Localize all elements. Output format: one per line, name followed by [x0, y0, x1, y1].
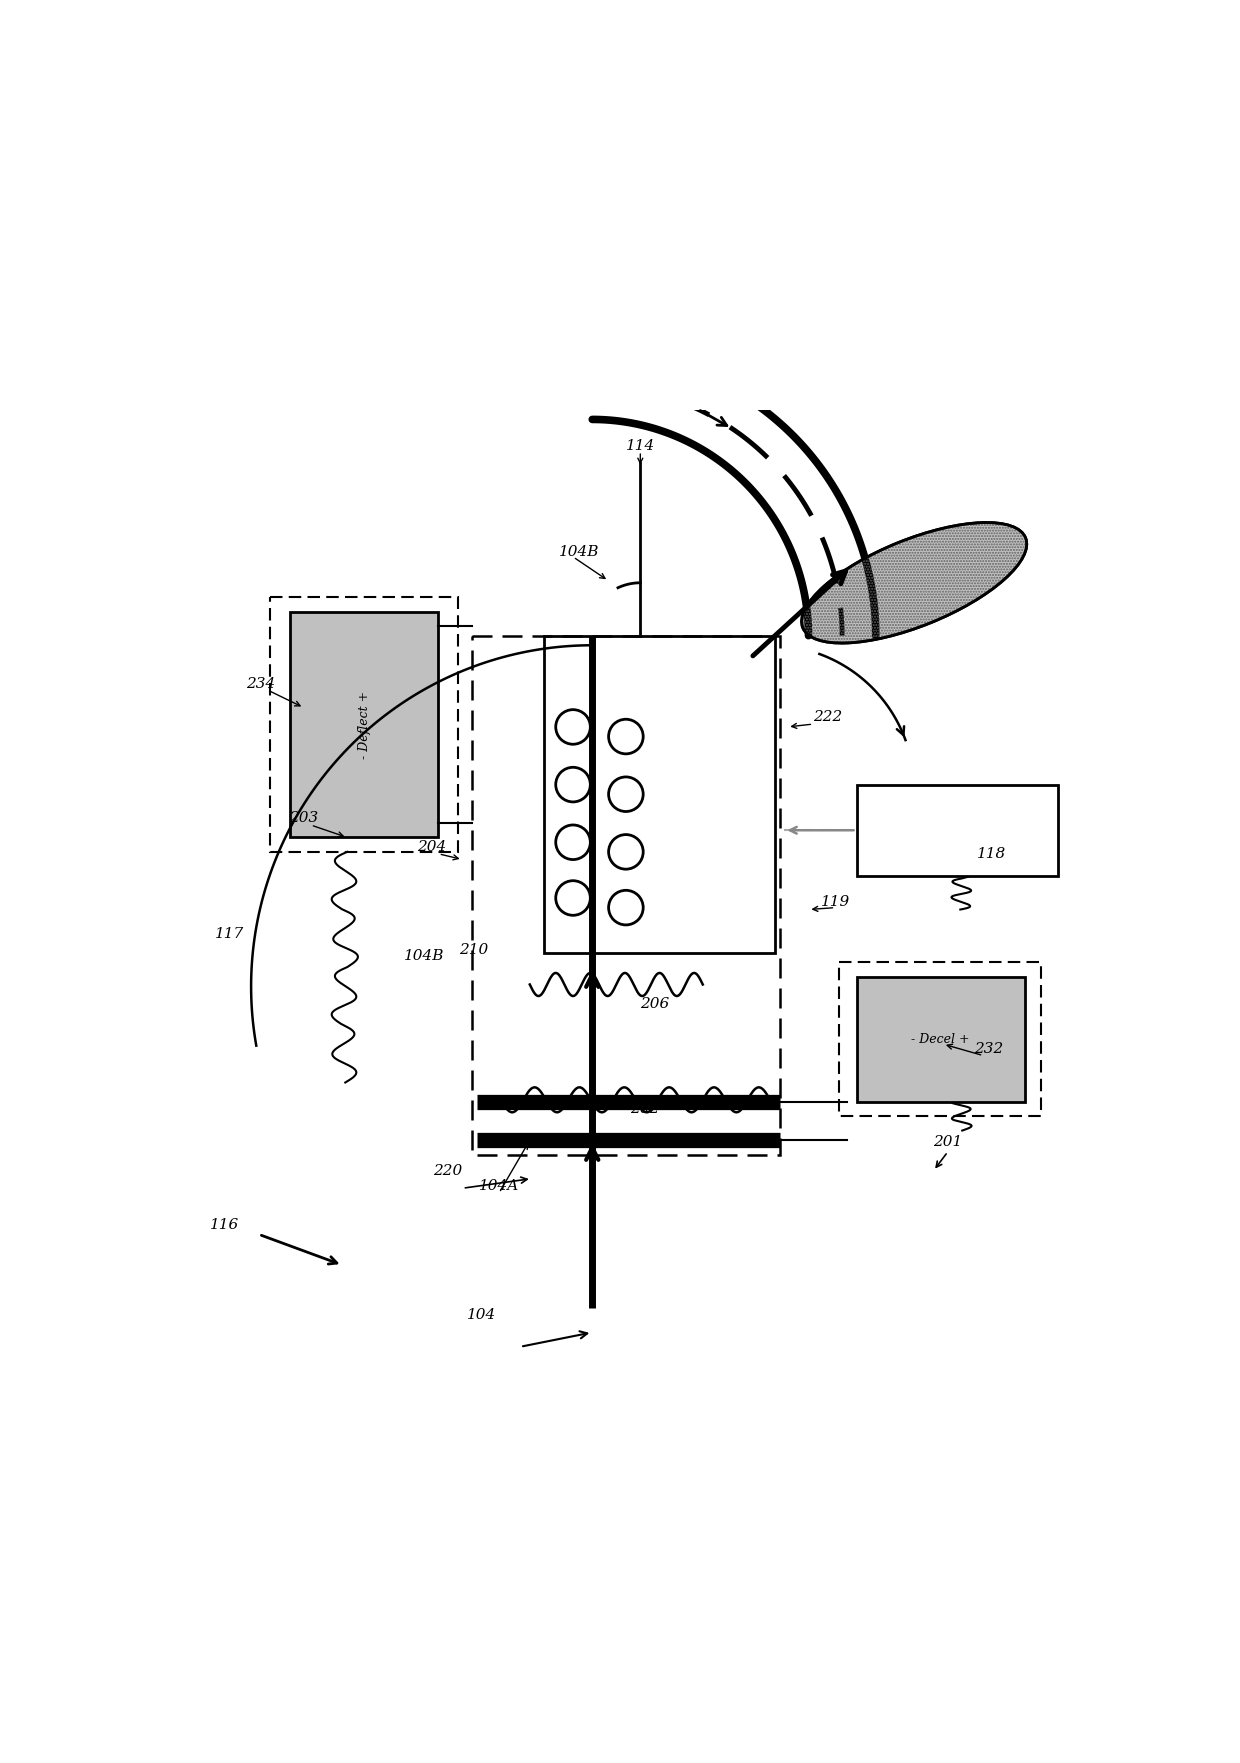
Text: 220: 220	[434, 1164, 463, 1178]
Text: 117: 117	[216, 927, 244, 940]
Circle shape	[556, 882, 590, 915]
Bar	[857, 977, 1024, 1102]
Bar	[290, 612, 439, 837]
Text: - Decel +: - Decel +	[911, 1033, 970, 1045]
Text: 116: 116	[210, 1218, 239, 1232]
Text: 104A: 104A	[479, 1179, 520, 1194]
Circle shape	[556, 710, 590, 744]
Circle shape	[556, 767, 590, 802]
Text: 104B: 104B	[558, 545, 599, 559]
Bar	[857, 977, 1024, 1102]
Circle shape	[609, 834, 644, 869]
Text: 118: 118	[976, 846, 1006, 860]
Bar	[290, 612, 439, 837]
Text: 234: 234	[246, 677, 275, 691]
Bar	[270, 598, 458, 852]
Ellipse shape	[801, 522, 1027, 643]
Text: 202: 202	[630, 1102, 660, 1116]
Text: 104: 104	[467, 1308, 496, 1322]
Text: 206: 206	[640, 996, 670, 1010]
Text: 104B: 104B	[404, 948, 444, 963]
Circle shape	[609, 890, 644, 926]
Circle shape	[609, 719, 644, 755]
Bar	[857, 785, 1058, 876]
Text: 222: 222	[813, 710, 842, 725]
Text: 114: 114	[626, 439, 655, 453]
Bar	[472, 636, 780, 1155]
Text: 119: 119	[821, 896, 849, 910]
Text: 204: 204	[417, 841, 446, 853]
Text: 210: 210	[460, 943, 489, 957]
Bar	[544, 636, 775, 952]
Bar	[839, 963, 1042, 1116]
Circle shape	[556, 825, 590, 860]
Text: 232: 232	[975, 1042, 1003, 1056]
Text: - Deflect +: - Deflect +	[357, 691, 371, 758]
Text: 201: 201	[934, 1135, 962, 1149]
Text: 203: 203	[289, 811, 319, 825]
Circle shape	[609, 777, 644, 811]
